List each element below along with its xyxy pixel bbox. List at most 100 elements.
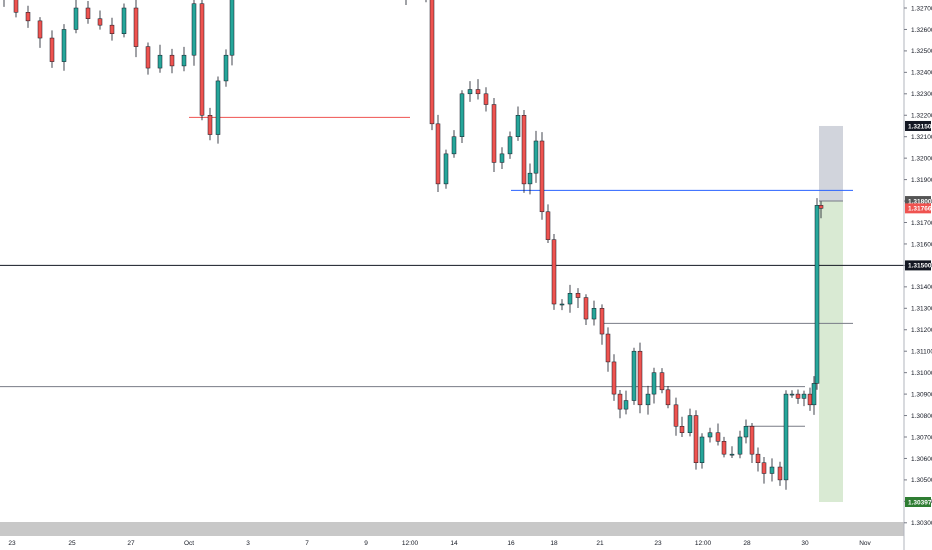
candle — [637, 342, 643, 414]
candle — [207, 107, 213, 141]
candle — [818, 201, 824, 219]
time-tick-label: 23 — [654, 540, 662, 547]
price-badge: 1.31800 — [905, 196, 932, 207]
candle-body — [545, 211, 551, 240]
candle — [97, 10, 103, 30]
candle-body — [737, 436, 743, 455]
candle-body — [539, 140, 545, 213]
candle-body — [814, 205, 820, 384]
candle — [721, 436, 727, 458]
candle-body — [673, 404, 679, 427]
candle-body — [429, 0, 435, 125]
candle — [527, 163, 533, 195]
candle — [3, 0, 5, 7]
candle-body — [818, 205, 824, 209]
candle — [665, 385, 671, 409]
candle-body — [715, 432, 721, 442]
time-tick-label: 16 — [507, 540, 515, 547]
candle-body — [617, 393, 623, 410]
candle — [109, 17, 115, 41]
candle-body — [507, 136, 513, 155]
candle-body — [229, 0, 235, 56]
time-tick-label: 9 — [364, 540, 368, 547]
candle — [191, 0, 197, 66]
candle-body — [611, 361, 617, 395]
position-tool[interactable] — [819, 125, 843, 502]
candle — [49, 30, 55, 68]
candle — [623, 390, 629, 415]
price-tick-label: 1.30700 — [911, 434, 932, 441]
candle-body — [789, 393, 795, 396]
time-tick-label: 7 — [305, 540, 309, 547]
candle-body — [527, 172, 533, 185]
candle — [575, 288, 581, 308]
candle — [215, 76, 221, 144]
candle — [533, 130, 539, 183]
candle-body — [169, 54, 175, 67]
candle-body — [499, 153, 505, 163]
price-badge-label: 1.30397 — [908, 499, 932, 506]
time-scrollbar[interactable] — [0, 522, 904, 536]
candle-body — [631, 350, 637, 401]
candle — [679, 416, 685, 438]
candle-body — [199, 3, 205, 116]
candle-body — [459, 93, 465, 137]
time-tick-label: 18 — [550, 540, 558, 547]
candle — [645, 385, 651, 415]
candle-body — [223, 54, 229, 82]
time-tick-label: 25 — [68, 540, 76, 547]
horizontal-lines[interactable] — [0, 116, 904, 427]
candle-body — [749, 426, 755, 455]
candle-body — [783, 393, 789, 481]
candle — [783, 390, 789, 490]
candle-body — [645, 393, 651, 406]
candle — [483, 87, 489, 112]
candle — [795, 389, 801, 404]
candle — [443, 149, 449, 189]
candle-body — [755, 453, 761, 463]
candle — [743, 419, 749, 444]
candle-body — [191, 3, 197, 56]
candle — [229, 0, 235, 66]
candle-body — [559, 303, 565, 306]
price-tick-label: 1.32200 — [911, 113, 932, 120]
candle-body — [583, 297, 589, 320]
candle-body — [121, 7, 127, 34]
candle-body — [599, 308, 605, 335]
price-badge-box — [905, 120, 931, 131]
price-tick-label: 1.31200 — [911, 327, 932, 334]
price-tick-label: 1.30900 — [911, 391, 932, 398]
candle-body — [215, 80, 221, 135]
candle — [811, 376, 817, 415]
candle — [749, 422, 755, 464]
candle-body — [475, 89, 481, 95]
price-badge-box — [905, 496, 931, 507]
price-badge-label: 1.31766 — [908, 206, 932, 213]
candle — [145, 42, 151, 75]
candle-body — [651, 372, 657, 395]
price-badge: 1.30397 — [905, 496, 932, 507]
price-tick-label: 1.32100 — [911, 134, 932, 141]
candle — [687, 408, 693, 437]
candle-body — [145, 46, 151, 69]
candle-body — [801, 393, 807, 399]
candle — [467, 81, 473, 102]
candle-body — [483, 93, 489, 105]
stop-zone[interactable] — [819, 125, 843, 202]
price-badge-label: 1.31500 — [908, 263, 932, 270]
candle-body — [623, 400, 629, 410]
candle-body — [61, 29, 67, 62]
candle — [223, 49, 229, 87]
time-axis[interactable]: 23 25 27 Oct 3 7 9 12:00 14 16 18 21 23 12:00 28 30 Nov — [8, 540, 871, 547]
candle — [499, 147, 505, 169]
target-zone[interactable] — [819, 201, 843, 502]
time-tick-label: Nov — [859, 540, 871, 547]
candle — [651, 367, 657, 404]
candle — [789, 390, 795, 398]
candle-body — [575, 293, 581, 298]
candle-body — [605, 333, 611, 363]
candle — [599, 304, 605, 345]
candle-body — [25, 12, 31, 22]
